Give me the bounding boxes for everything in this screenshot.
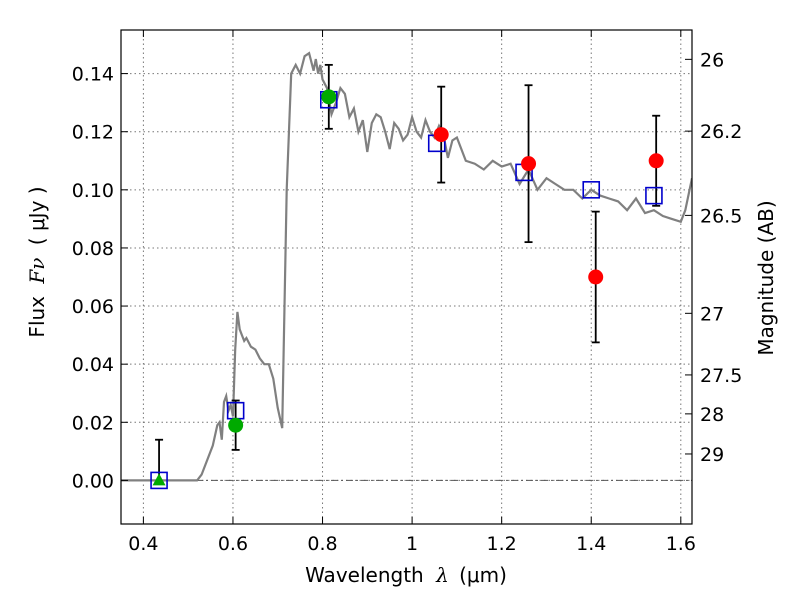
y-tick-label: 0.10 xyxy=(72,180,114,202)
x-tick-label: 0.4 xyxy=(128,533,158,555)
y2-tick-label: 29 xyxy=(700,444,724,466)
x-axis-label: Wavelength λ (μm) xyxy=(305,563,507,587)
y-tick-label: 0.02 xyxy=(72,412,114,434)
y-tick-label: 0.00 xyxy=(72,470,114,492)
x-tick-label: 0.6 xyxy=(218,533,248,555)
data-markers xyxy=(150,89,664,490)
hst-data-point xyxy=(321,89,337,105)
y2-tick-label: 26.5 xyxy=(700,205,742,227)
x-tick-label: 1.2 xyxy=(487,533,517,555)
nir-data-point xyxy=(521,156,537,172)
secondary-y-axis-label: Magnitude (AB) xyxy=(754,200,778,355)
upper-limit-triangle xyxy=(152,473,166,486)
x-tick-label: 0.8 xyxy=(307,533,337,555)
y2-tick-label: 27 xyxy=(700,303,724,325)
model-photometry-square xyxy=(582,181,601,199)
model-photometry-square xyxy=(150,471,168,490)
nir-data-point xyxy=(588,269,604,285)
y2-tick-label: 27.5 xyxy=(700,365,742,387)
y-axis-label: Flux Fν ( μJy ) xyxy=(25,186,49,337)
y-tick-label: 0.04 xyxy=(72,354,114,376)
y2-tick-label: 28 xyxy=(700,404,724,426)
nir-data-point xyxy=(648,153,664,169)
x-tick-label: 1.6 xyxy=(666,533,696,555)
axis-ticks xyxy=(121,30,692,524)
y-tick-label: 0.14 xyxy=(72,64,114,86)
y2-tick-label: 26.2 xyxy=(700,121,742,143)
nir-data-point xyxy=(433,127,449,143)
y2-tick-label: 26 xyxy=(700,49,724,71)
y-tick-label: 0.06 xyxy=(72,296,114,318)
x-tick-label: 1 xyxy=(406,533,418,555)
x-tick-label: 1.4 xyxy=(576,533,606,555)
y-tick-label: 0.08 xyxy=(72,238,114,260)
tick-labels: 0.4 0.6 0.8 1 1.2 1.4 1.6 0.00 0.02 0.04 0.06 0.08 0… xyxy=(72,49,743,555)
y-tick-label: 0.12 xyxy=(72,122,114,144)
hst-data-point xyxy=(228,417,244,433)
model-sed-line xyxy=(121,51,692,482)
plot-frame xyxy=(120,29,693,525)
model-photometry-square xyxy=(645,186,663,205)
